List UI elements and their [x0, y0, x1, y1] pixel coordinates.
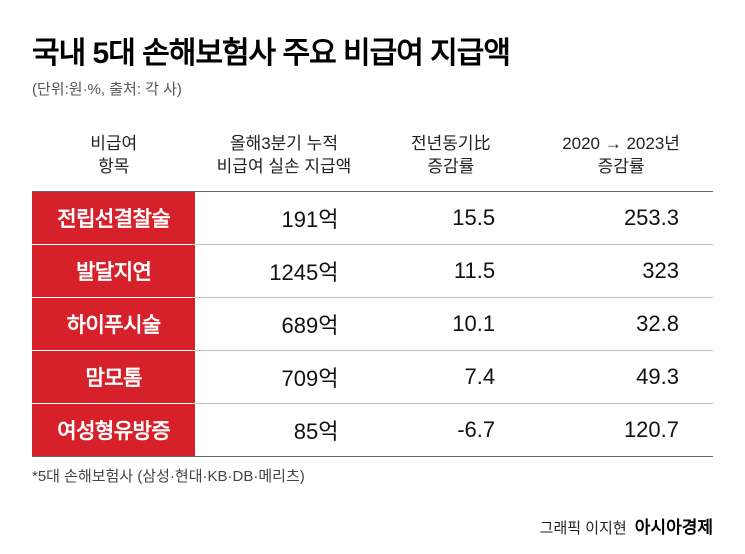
cell-category: 전립선결찰술	[32, 191, 195, 244]
cell-yoy: 7.4	[372, 350, 529, 403]
cell-category: 하이푸시술	[32, 297, 195, 350]
cell-growth3y: 120.7	[529, 403, 713, 456]
cell-growth3y: 323	[529, 244, 713, 297]
cell-category: 여성형유방증	[32, 403, 195, 456]
cell-category: 맘모톰	[32, 350, 195, 403]
credit-author: 그래픽 이지현	[540, 520, 627, 537]
col-header-yoy: 전년동기比증감률	[372, 127, 529, 191]
cell-amount: 709억	[195, 350, 372, 403]
col-header-growth3y: 2020 → 2023년증감률	[529, 127, 713, 191]
table-row: 여성형유방증 85억 -6.7 120.7	[32, 403, 713, 456]
cell-amount: 689억	[195, 297, 372, 350]
cell-amount: 85억	[195, 403, 372, 456]
cell-yoy: -6.7	[372, 403, 529, 456]
table-row: 발달지연 1245억 11.5 323	[32, 244, 713, 297]
cell-growth3y: 49.3	[529, 350, 713, 403]
footnote: *5대 손해보험사 (삼성·현대·KB·DB·메리츠)	[32, 465, 713, 486]
credit-brand: 아시아경제	[635, 518, 713, 537]
table-header-row: 비급여항목 올해3분기 누적비급여 실손 지급액 전년동기比증감률 2020 →…	[32, 127, 713, 191]
col-header-amount: 올해3분기 누적비급여 실손 지급액	[195, 127, 372, 191]
cell-growth3y: 253.3	[529, 191, 713, 244]
chart-subtitle: (단위:원·%, 출처: 각 사)	[32, 78, 713, 99]
credit-line: 그래픽 이지현 아시아경제	[540, 513, 713, 538]
col-header-category: 비급여항목	[32, 127, 195, 191]
cell-category: 발달지연	[32, 244, 195, 297]
cell-amount: 1245억	[195, 244, 372, 297]
cell-yoy: 10.1	[372, 297, 529, 350]
table-row: 하이푸시술 689억 10.1 32.8	[32, 297, 713, 350]
cell-growth3y: 32.8	[529, 297, 713, 350]
table-row: 맘모톰 709억 7.4 49.3	[32, 350, 713, 403]
table-row: 전립선결찰술 191억 15.5 253.3	[32, 191, 713, 244]
data-table: 비급여항목 올해3분기 누적비급여 실손 지급액 전년동기比증감률 2020 →…	[32, 127, 713, 457]
cell-yoy: 11.5	[372, 244, 529, 297]
cell-yoy: 15.5	[372, 191, 529, 244]
chart-title: 국내 5대 손해보험사 주요 비급여 지급액	[32, 28, 713, 72]
cell-amount: 191억	[195, 191, 372, 244]
